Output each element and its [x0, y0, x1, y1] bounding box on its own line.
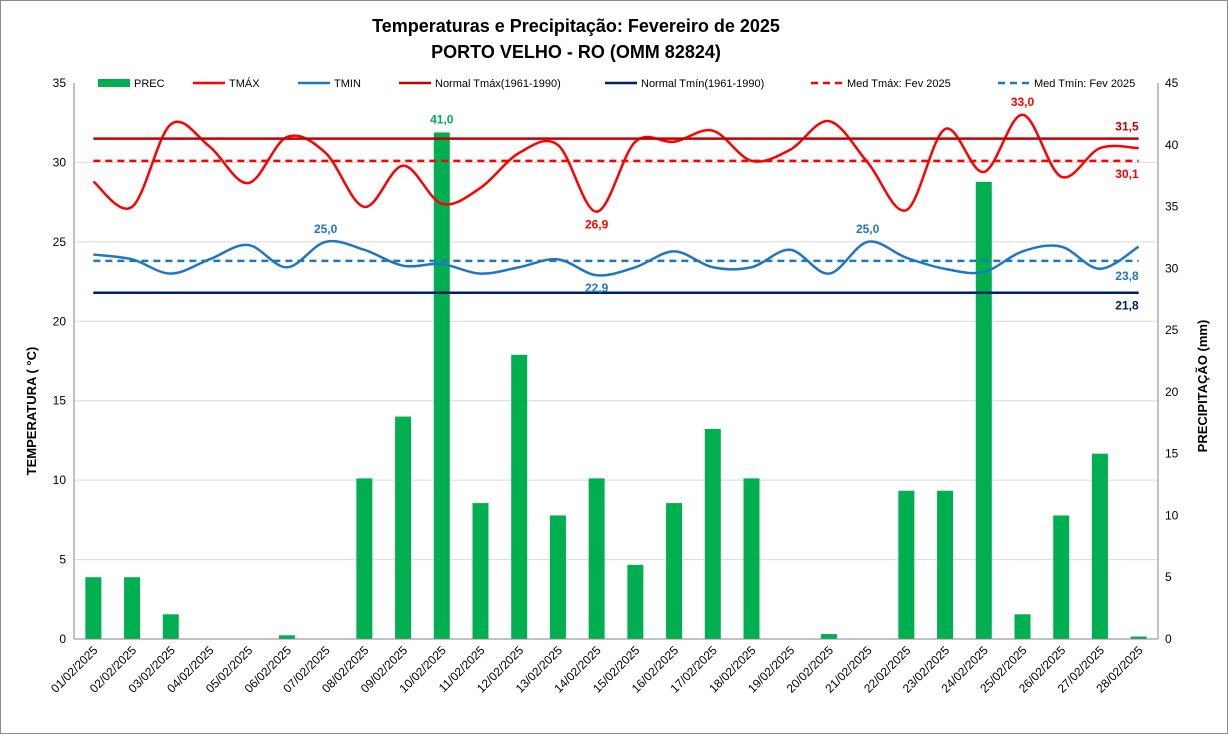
prec-bar	[278, 635, 295, 639]
data-labels: 41,0 33,0 26,9 25,0 25,0 22,9 31,5 30,1 23,8 21,8	[314, 95, 1139, 313]
gridlines	[74, 161, 1158, 561]
prec-bar	[937, 490, 954, 639]
legend-label: PREC	[134, 78, 165, 90]
data-label: 26,9	[585, 218, 609, 232]
y2-tick-label: 30	[1165, 261, 1179, 275]
prec-bar	[549, 515, 566, 639]
y2-axis-label: PRECIPITAÇÃO (mm)	[1195, 320, 1210, 453]
data-label: 25,0	[856, 222, 880, 236]
legend-label: Normal Tmín(1961-1990)	[641, 78, 764, 90]
prec-bar	[627, 564, 644, 639]
prec-bar	[433, 132, 450, 639]
y2-tick-label: 25	[1165, 323, 1179, 337]
data-label: 30,1	[1115, 167, 1139, 181]
prec-bar	[666, 503, 683, 639]
data-label: 21,8	[1115, 299, 1139, 313]
y2-tick-label: 15	[1165, 447, 1179, 461]
series-lines	[92, 113, 1140, 294]
chart-subtitle: PORTO VELHO - RO (OMM 82824)	[431, 42, 721, 62]
legend-label: Med Tmáx: Fev 2025	[847, 78, 951, 90]
y2-tick-label: 40	[1165, 138, 1179, 152]
prec-bar	[743, 478, 760, 639]
prec-bar	[162, 614, 179, 639]
y-tick-label: 5	[59, 553, 66, 567]
prec-bar	[511, 354, 528, 639]
y-axis-label: TEMPERATURA ( °C)	[24, 347, 39, 476]
prec-bar	[588, 478, 605, 639]
y2-tick-label: 5	[1165, 570, 1172, 584]
data-label: 25,0	[314, 222, 338, 236]
prec-bar	[704, 428, 721, 639]
y-tick-label: 25	[53, 235, 67, 249]
data-label: 23,8	[1115, 269, 1139, 283]
prec-bar	[820, 634, 837, 639]
prec-bar	[356, 478, 373, 639]
y-tick-label: 15	[53, 394, 67, 408]
tmin-line	[93, 239, 1140, 277]
y2-tick-label: 0	[1165, 632, 1172, 646]
data-label: 22,9	[585, 281, 609, 295]
data-label: 31,5	[1115, 120, 1139, 134]
legend-label: TMÁX	[229, 77, 260, 90]
prec-bar	[395, 416, 412, 639]
chart-title: Temperaturas e Precipitação: Fevereiro d…	[372, 16, 780, 36]
y-tick-label: 30	[53, 155, 67, 169]
data-label: 33,0	[1011, 95, 1035, 109]
prec-bar	[1091, 453, 1108, 639]
tick-labels: 0510152025303505101520253035404501/02/20…	[48, 76, 1179, 696]
prec-bar	[85, 577, 102, 639]
y2-tick-label: 20	[1165, 385, 1179, 399]
y-tick-label: 10	[53, 473, 67, 487]
prec-bar	[124, 577, 141, 639]
legend-label: TMIN	[334, 78, 361, 90]
data-label: 41,0	[430, 112, 454, 126]
y2-tick-label: 10	[1165, 508, 1179, 522]
prec-bar	[1130, 636, 1147, 639]
prec-bar	[975, 181, 992, 639]
legend-label: Normal Tmáx(1961-1990)	[435, 78, 561, 90]
prec-bar	[898, 490, 915, 639]
prec-bar	[1014, 614, 1031, 639]
legend: PREC TMÁX TMIN Normal Tmáx(1961-1990) Normal…	[98, 77, 1135, 90]
legend-label: Med Tmín: Fev 2025	[1034, 78, 1135, 90]
prec-bar	[472, 503, 489, 639]
axes	[73, 83, 1159, 640]
prec-bars	[85, 132, 1147, 639]
y-tick-label: 0	[59, 632, 66, 646]
y2-tick-label: 45	[1165, 76, 1179, 90]
y-tick-label: 35	[53, 76, 67, 90]
prec-bar	[1053, 515, 1070, 639]
y2-tick-label: 35	[1165, 200, 1179, 214]
y-tick-label: 20	[53, 314, 67, 328]
legend-swatch	[98, 79, 130, 87]
